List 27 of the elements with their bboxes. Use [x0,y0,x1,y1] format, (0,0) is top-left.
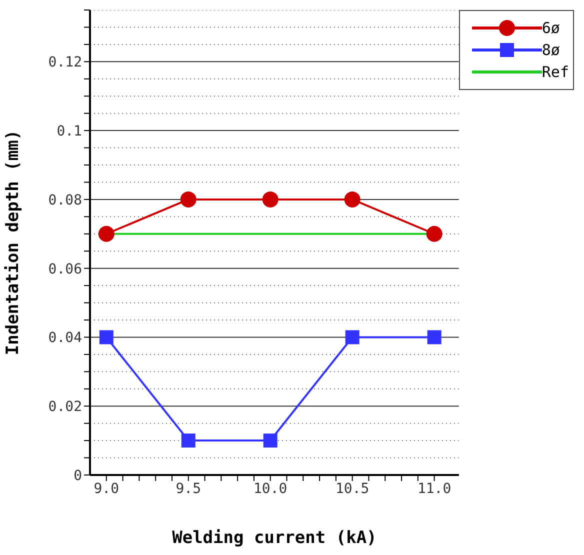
y-tick-label: 0.12 [48,54,82,71]
x-tick-label: 9.0 [94,480,120,497]
point [181,434,196,448]
y-tick-label: 0 [74,468,82,484]
point [98,226,114,242]
point [263,434,278,448]
point [426,226,442,242]
point [345,330,360,344]
y-tick-label: 0.06 [48,261,82,278]
x-tick-label: 10.5 [335,480,370,497]
x-tick-label: 10.0 [253,480,288,497]
legend-label: Ref [542,63,569,81]
point [99,330,114,344]
y-axis-title: Indentation depth (mm) [3,130,24,356]
x-tick-label: 11.0 [417,480,452,497]
y-tick-label: 0.08 [48,192,82,208]
point [180,191,196,208]
legend-label: 6ø [542,19,560,37]
point [427,330,442,344]
x-tick-label: 9.5 [176,480,202,497]
legend-label: 8ø [542,41,560,59]
y-tick-label: 0.1 [56,124,82,140]
point [344,191,360,208]
y-tick-label: 0.02 [48,399,82,416]
y-tick-label: 0.04 [48,330,82,346]
point [262,191,278,208]
x-axis-title: Welding current (kA) [172,528,377,548]
